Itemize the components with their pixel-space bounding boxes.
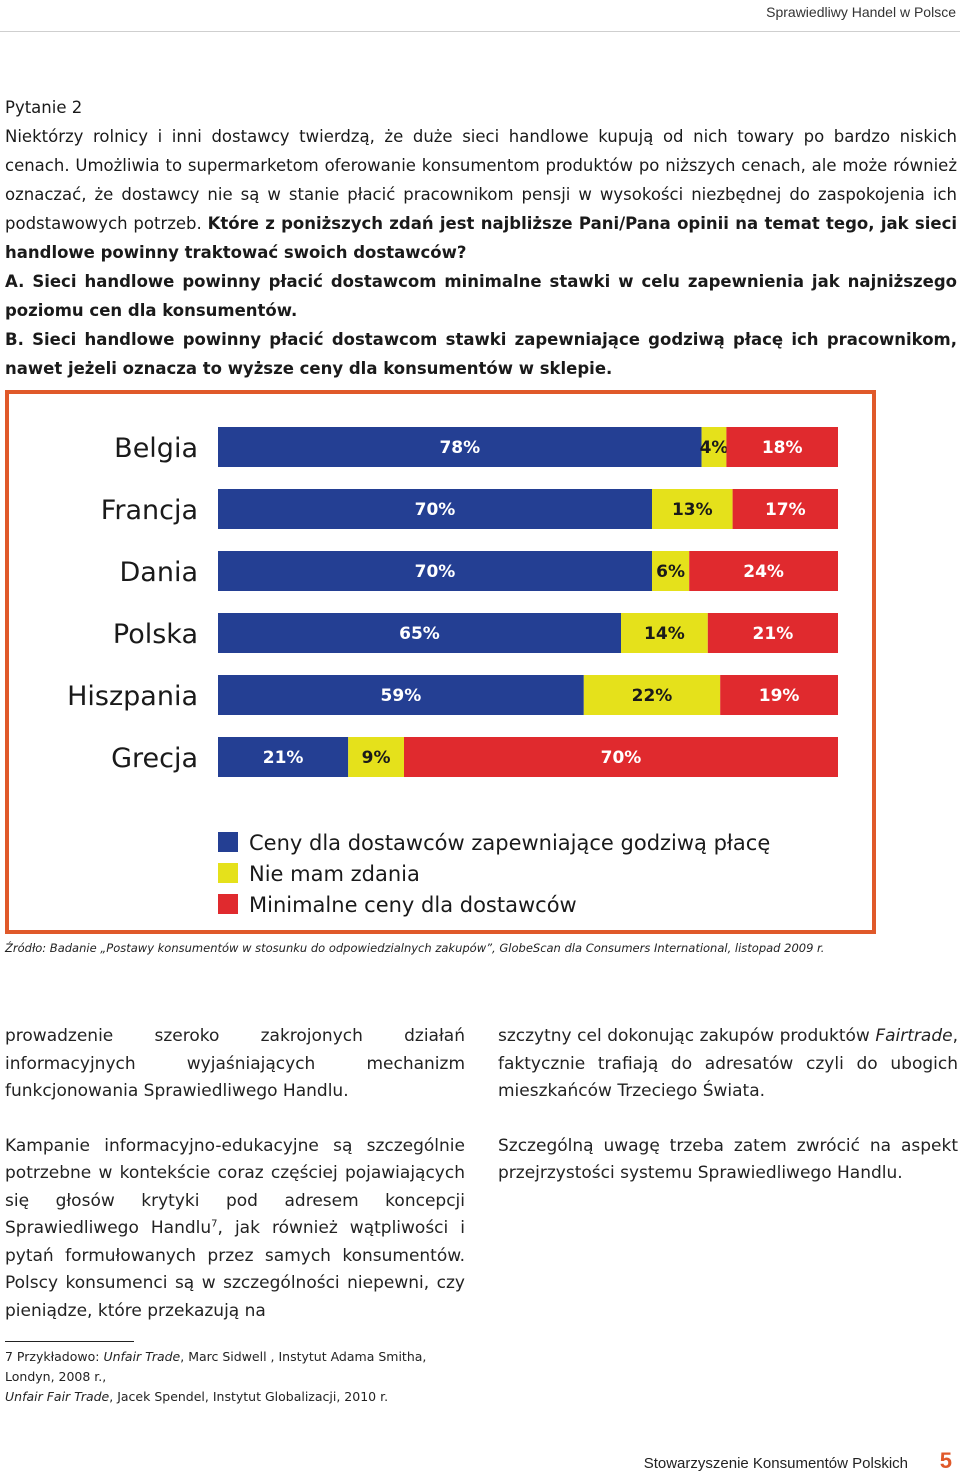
footnote-italic: Unfair Fair Trade bbox=[5, 1389, 110, 1404]
bar-segment bbox=[720, 675, 838, 715]
body-column-left: prowadzenie szeroko zakrojonych działań … bbox=[5, 1023, 465, 1352]
question-block: Pytanie 2 Niektórzy rolnicy i inni dosta… bbox=[5, 93, 957, 383]
option-b: B. Sieci handlowe powinny płacić dostawc… bbox=[5, 330, 957, 378]
bar-value-label: 18% bbox=[762, 438, 803, 458]
bar-value-label: 70% bbox=[415, 500, 456, 520]
country-label: Hiszpania bbox=[67, 681, 198, 712]
footnote-text: , Marc Sidwell , Instytut Adama Smitha, … bbox=[5, 1349, 427, 1384]
bar-value-label: 17% bbox=[765, 500, 806, 520]
bar-segment bbox=[218, 427, 702, 467]
bar-segment bbox=[621, 613, 708, 653]
bar-segment bbox=[726, 427, 838, 467]
country-label: Dania bbox=[120, 557, 199, 588]
paragraph-text: , faktycznie trafiają do adresatów czyli… bbox=[498, 1026, 958, 1101]
source-note: Źródło: Badanie „Postawy konsumentów w s… bbox=[5, 941, 825, 955]
bar-value-label: 19% bbox=[759, 686, 800, 706]
bar-segment bbox=[652, 551, 690, 591]
bar-value-label: 22% bbox=[632, 686, 673, 706]
bar-value-label: 24% bbox=[743, 562, 784, 582]
bar-value-label: 59% bbox=[381, 686, 422, 706]
footnote-divider bbox=[5, 1341, 134, 1342]
bar-segment bbox=[348, 737, 404, 777]
bar-segment bbox=[652, 489, 733, 529]
legend-label: Ceny dla dostawców zapewniające godziwą … bbox=[249, 831, 770, 855]
bar-segment bbox=[218, 613, 621, 653]
legend-swatch bbox=[218, 894, 238, 914]
option-a: A. Sieci handlowe powinny płacić dostawc… bbox=[5, 272, 957, 320]
paragraph-italic: Fairtrade bbox=[875, 1026, 953, 1046]
footnote-line: Unfair Fair Trade, Jacek Spendel, Instyt… bbox=[5, 1387, 475, 1407]
paragraph-text: szczytny cel dokonując zakupów produktów bbox=[498, 1026, 876, 1046]
running-header: Sprawiedliwy Handel w Polsce bbox=[766, 4, 956, 20]
bar-segment bbox=[701, 427, 727, 467]
paragraph: Kampanie informacyjno-edukacyjne są szcz… bbox=[5, 1133, 465, 1326]
bar-segment bbox=[218, 489, 652, 529]
bar-value-label: 4% bbox=[700, 438, 729, 458]
bar-segment bbox=[707, 613, 838, 653]
question-intro: Niektórzy rolnicy i inni dostawcy twierd… bbox=[5, 127, 957, 233]
stacked-bar-chart: Belgia 78% 4% 18% Francja 70% 13% 17% Dania 70% 6%… bbox=[67, 427, 838, 917]
bar-value-label: 21% bbox=[753, 624, 794, 644]
paragraph: szczytny cel dokonując zakupów produktów… bbox=[498, 1023, 958, 1106]
bar-segment bbox=[583, 675, 721, 715]
paragraph-text: , jak również wątpliwości i pytań formuł… bbox=[5, 1218, 465, 1321]
bar-segment bbox=[218, 551, 652, 591]
country-label: Francja bbox=[101, 495, 198, 526]
question-prompt: Które z poniższych zdań jest najbliższe … bbox=[5, 214, 958, 262]
footnote: 7 Przykładowo: Unfair Trade, Marc Sidwel… bbox=[5, 1347, 475, 1407]
footnote-text: , Jacek Spendel, Instytut Globalizacji, … bbox=[109, 1389, 389, 1404]
footnote-italic: Unfair Trade bbox=[103, 1349, 181, 1364]
bar-value-label: 65% bbox=[399, 624, 440, 644]
bar-segment bbox=[218, 675, 584, 715]
legend-label: Nie mam zdania bbox=[249, 862, 420, 886]
question-text: Niektórzy rolnicy i inni dostawcy twierd… bbox=[5, 122, 957, 267]
bar-segment bbox=[732, 489, 838, 529]
paragraph: prowadzenie szeroko zakrojonych działań … bbox=[5, 1026, 465, 1101]
country-label: Grecja bbox=[111, 743, 198, 774]
legend-label: Minimalne ceny dla dostawców bbox=[249, 893, 577, 917]
paragraph-text: Kampanie informacyjno-edukacyjne są szcz… bbox=[5, 1135, 465, 1239]
bar-value-label: 9% bbox=[362, 748, 391, 768]
bar-segment bbox=[218, 737, 349, 777]
bar-value-label: 78% bbox=[439, 438, 480, 458]
bar-value-label: 13% bbox=[672, 500, 713, 520]
legend-swatch bbox=[218, 832, 238, 852]
bar-value-label: 70% bbox=[601, 748, 642, 768]
footer-organization: Stowarzyszenie Konsumentów Polskich bbox=[643, 1455, 908, 1472]
country-label: Belgia bbox=[114, 433, 198, 464]
question-heading: Pytanie 2 bbox=[5, 98, 83, 117]
footnote-line: 7 Przykładowo: Unfair Trade, Marc Sidwel… bbox=[5, 1347, 475, 1387]
bar-segment bbox=[689, 551, 838, 591]
bar-segment bbox=[404, 737, 838, 777]
bar-value-label: 21% bbox=[263, 748, 304, 768]
paragraph: Szczególną uwagę trzeba zatem zwrócić na… bbox=[498, 1135, 958, 1184]
legend-swatch bbox=[218, 863, 238, 883]
chart-frame bbox=[5, 390, 876, 934]
header-divider bbox=[0, 31, 960, 32]
page-number: 5 bbox=[939, 1448, 952, 1473]
body-column-right: szczytny cel dokonując zakupów produktów… bbox=[498, 1023, 958, 1215]
country-label: Polska bbox=[113, 619, 198, 650]
bar-value-label: 14% bbox=[644, 624, 685, 644]
footnote-ref: 7 bbox=[211, 1218, 218, 1230]
bar-value-label: 6% bbox=[656, 562, 685, 582]
footnote-text: 7 Przykładowo: bbox=[5, 1349, 104, 1364]
bar-value-label: 70% bbox=[415, 562, 456, 582]
